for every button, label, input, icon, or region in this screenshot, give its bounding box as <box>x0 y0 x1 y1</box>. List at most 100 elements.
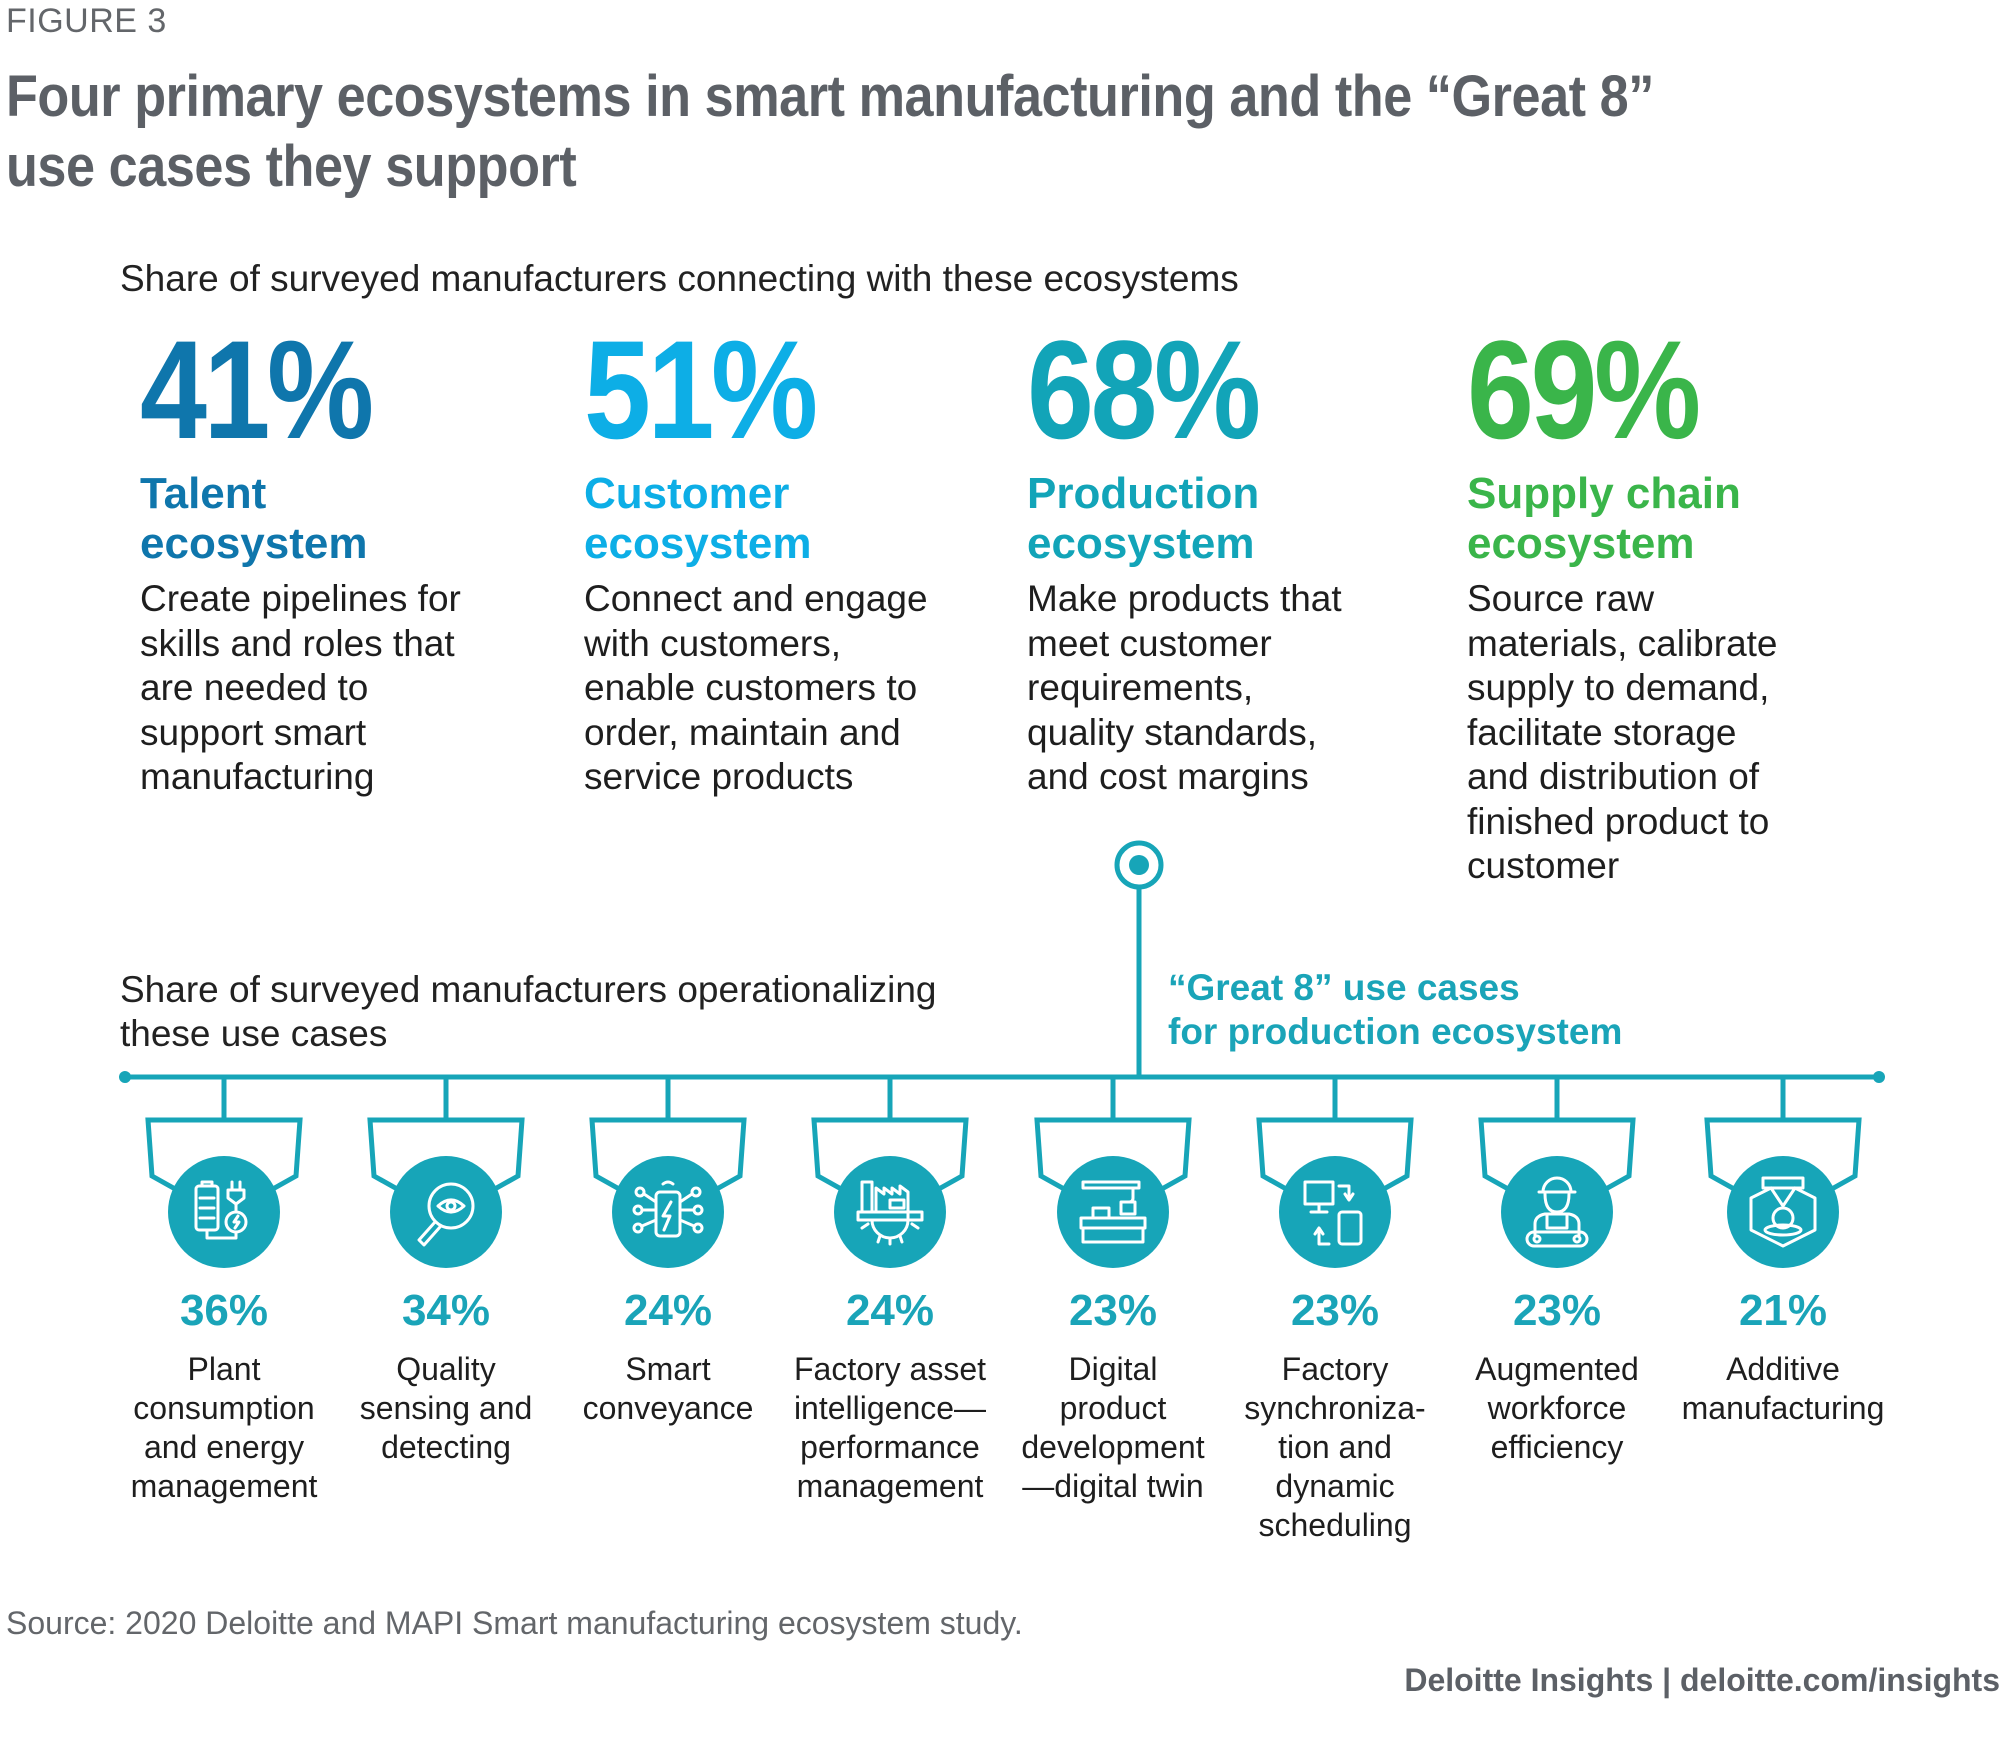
icon-circle <box>1727 1156 1839 1268</box>
target-icon-center <box>1129 855 1149 875</box>
ecosystem-name-line: ecosystem <box>140 519 368 568</box>
ecosystem-name-line: ecosystem <box>1467 519 1695 568</box>
device-sync-icon <box>1303 1180 1363 1246</box>
use-case-label-line: intelligence— <box>793 1390 987 1426</box>
use-case-label: Digital product development —digital twin <box>993 1350 1233 1506</box>
assembly-line-icon <box>1079 1180 1147 1244</box>
3d-printer-icon <box>1749 1176 1817 1248</box>
use-case-label-line: dynamic <box>1275 1468 1395 1504</box>
use-case-label-line: Augmented <box>1475 1351 1639 1387</box>
use-case-label-line: synchroniza- <box>1244 1390 1426 1426</box>
bucket-frame <box>589 1117 747 1193</box>
great8-heading-line: for production ecosystem <box>1168 1011 1623 1052</box>
ecosystem-name-line: Talent <box>140 469 267 518</box>
use-case-label-line: sensing and <box>359 1390 533 1426</box>
use-case-percent: 21% <box>1738 1286 1828 1335</box>
bucket-frame <box>811 1117 969 1193</box>
use-case-connector <box>1704 1077 1862 1268</box>
use-case-percent: 23% <box>1068 1286 1158 1335</box>
ecosystem-percent: 69% <box>1467 311 1701 468</box>
credit-link[interactable]: Deloitte Insights | deloitte.com/insight… <box>1404 1662 2000 1698</box>
ecosystem-description: Make products that meet customer require… <box>1027 578 1342 797</box>
bucket-frame <box>1034 1117 1192 1193</box>
use-case-label-line: Factory asset <box>793 1351 987 1387</box>
use-case-label-line: tion and <box>1278 1429 1392 1465</box>
use-case-label-line: Smart <box>625 1351 711 1387</box>
ecosystem-supply-chain: 69% Supply chain ecosystem Source raw mat… <box>1467 315 1887 889</box>
use-case-label-line: workforce <box>1487 1390 1627 1426</box>
source-note: Source: 2020 Deloitte and MAPI Smart man… <box>6 1605 1023 1641</box>
use-case-label-line: Plant <box>187 1351 261 1387</box>
use-case-label-line: Additive <box>1726 1351 1840 1387</box>
use-case-label-line: efficiency <box>1490 1429 1624 1465</box>
use-case-label-line: consumption <box>133 1390 315 1426</box>
ecosystem-name-line: Supply chain <box>1467 469 1741 518</box>
ecosystem-name: Customer ecosystem <box>584 469 1004 569</box>
use-case-label: Additive manufacturing <box>1663 1350 1903 1428</box>
ecosystem-percent: 51% <box>584 311 818 468</box>
use-case-label-line: performance <box>800 1429 980 1465</box>
use-case-connector <box>1478 1077 1636 1268</box>
use-case-percent: 23% <box>1512 1286 1602 1335</box>
use-case-percent: 36% <box>179 1286 269 1335</box>
ecosystem-name: Production ecosystem <box>1027 469 1447 569</box>
use-case-label-line: scheduling <box>1258 1507 1412 1543</box>
bucket-frame <box>1704 1117 1862 1193</box>
ecosystem-percent: 68% <box>1027 311 1261 468</box>
use-case-connector <box>1034 1077 1192 1268</box>
use-case-label-line: manufacturing <box>1681 1390 1885 1426</box>
use-case-label-line: Digital <box>1068 1351 1158 1387</box>
ecosystem-name-line: Customer <box>584 469 790 518</box>
use-case-label-line: Quality <box>396 1351 496 1387</box>
figure-title: Four primary ecosystems in smart manufac… <box>6 64 1654 199</box>
ecosystem-name-line: ecosystem <box>1027 519 1255 568</box>
use-case-label: Smart conveyance <box>548 1350 788 1428</box>
ecosystem-description: Connect and engage with customers, enabl… <box>584 578 928 797</box>
ecosystem-name-line: ecosystem <box>584 519 812 568</box>
icon-circle <box>1057 1156 1169 1268</box>
use-case-connector <box>811 1077 969 1268</box>
use-case-label-line: management <box>796 1468 984 1504</box>
bucket-frame <box>145 1117 303 1193</box>
factory-gear-icon <box>856 1180 924 1246</box>
icon-circle <box>1279 1156 1391 1268</box>
timeline-end-dot <box>1873 1071 1885 1083</box>
use-case-label-line: —digital twin <box>1022 1468 1204 1504</box>
use-case-label-line: Factory <box>1281 1351 1389 1387</box>
use-case-label: Factory synchroniza-tion and dynamic schedu… <box>1215 1350 1455 1545</box>
use-case-label: Plant consumption and energy management <box>104 1350 344 1506</box>
great8-heading-line: “Great 8” use cases <box>1168 967 1520 1008</box>
use-case-label-line: management <box>130 1468 318 1504</box>
worker-icon <box>1525 1176 1589 1248</box>
ecosystems-subtitle: Share of surveyed manufacturers connecti… <box>120 258 1239 299</box>
ecosystem-percent: 41% <box>140 311 374 468</box>
ecosystem-name-line: Production <box>1027 469 1260 518</box>
use-case-connector <box>1256 1077 1414 1268</box>
use-case-label: Factory asset intelligence— performance man… <box>770 1350 1010 1506</box>
use-case-percent: 24% <box>845 1286 935 1335</box>
use-case-label-line: conveyance <box>582 1390 754 1426</box>
magnifier-eye-icon <box>417 1182 475 1247</box>
ecosystem-production: 68% Production ecosystem Make products th… <box>1027 315 1447 800</box>
use-case-label-line: and energy <box>143 1429 305 1465</box>
great8-heading: “Great 8” use cases for production ecosy… <box>1168 966 1622 1054</box>
smart-device-network-icon <box>632 1180 704 1238</box>
ecosystem-name: Supply chain ecosystem <box>1467 469 1887 569</box>
use-case-percent: 23% <box>1290 1286 1380 1335</box>
icon-circle <box>612 1156 724 1268</box>
use-case-label-line: product <box>1059 1390 1167 1426</box>
ecosystem-description: Source raw materials, calibrate supply t… <box>1467 578 1778 886</box>
use-case-connector <box>367 1077 525 1268</box>
use-case-label: Augmented workforce efficiency <box>1437 1350 1677 1467</box>
use-case-percent: 34% <box>401 1286 491 1335</box>
use-case-connector <box>145 1077 303 1268</box>
bucket-frame <box>1256 1117 1414 1193</box>
ecosystem-description: Create pipelines for skills and roles th… <box>140 578 461 797</box>
ecosystem-talent: 41% Talent ecosystem Create pipelines for… <box>140 315 560 800</box>
battery-plug-icon <box>194 1180 248 1240</box>
figure-label: FIGURE 3 <box>6 2 167 40</box>
ecosystem-name: Talent ecosystem <box>140 469 560 569</box>
icon-circle <box>168 1156 280 1268</box>
use-cases-subtitle: Share of surveyed manufacturers operatio… <box>120 969 937 1054</box>
